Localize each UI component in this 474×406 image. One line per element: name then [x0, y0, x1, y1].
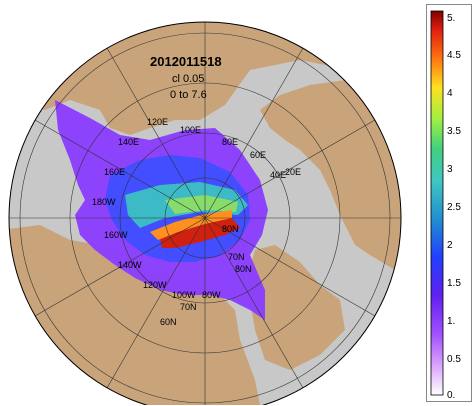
- colorbar-tick-1-5: 1.5: [447, 278, 461, 289]
- graticule: [9, 22, 401, 405]
- colorbar-gradient: [430, 10, 444, 396]
- lon-label-120e: 120E: [147, 117, 168, 127]
- lat-label-80n-2: 80N: [235, 264, 252, 274]
- colorbar-tick-5: 5.: [447, 13, 455, 24]
- lon-label-100e: 100E: [180, 125, 201, 135]
- ice-thick-red: [160, 218, 240, 248]
- lon-label-140w: 140W: [118, 260, 142, 270]
- lat-label-70n-2: 70N: [228, 252, 245, 262]
- lon-label-180w: 180W: [92, 197, 116, 207]
- map-title: 2012011518: [150, 54, 222, 69]
- colorbar-tick-4: 4: [447, 88, 453, 99]
- lat-label-60n: 60N: [160, 317, 177, 327]
- lon-label-80e: 80E: [222, 137, 238, 147]
- colorbar-legend: 5. 4.5 4 3.5 3 2.5 2 1.5 1. 0.5 0.: [426, 4, 472, 402]
- lon-label-160e: 160E: [104, 167, 125, 177]
- lat-label-80n: 80N: [222, 224, 239, 234]
- lon-label-20e: 20E: [285, 167, 301, 177]
- lon-label-80w: 80W: [202, 290, 221, 300]
- colorbar-tick-3: 3: [447, 164, 453, 175]
- polar-map-svg: 2012011518 cl 0.05 0 to 7.6 120E 100E 14…: [8, 21, 402, 405]
- colorbar-tick-0: 0.: [447, 390, 455, 401]
- colorbar-tick-3-5: 3.5: [447, 126, 461, 137]
- colorbar-tick-2: 2: [447, 240, 453, 251]
- colorbar-tick-0-5: 0.5: [447, 354, 461, 365]
- map-border: [8, 21, 402, 405]
- colorbar-tick-2-5: 2.5: [447, 202, 461, 213]
- lon-label-100w: 100W: [172, 290, 196, 300]
- colorbar-svg: 5. 4.5 4 3.5 3 2.5 2 1.5 1. 0.5 0.: [430, 10, 461, 401]
- lon-label-120w: 120W: [143, 280, 167, 290]
- colorbar-tick-1: 1.: [447, 316, 455, 327]
- lat-label-70n: 70N: [180, 302, 197, 312]
- ice-thick-orange: [150, 210, 232, 240]
- contour-interval-label: cl 0.05: [172, 73, 204, 85]
- land-greenland: [248, 245, 345, 370]
- sea-ice-thickness-map: 2012011518 cl 0.05 0 to 7.6 120E 100E 14…: [8, 21, 402, 405]
- colorbar-tick-4-5: 4.5: [447, 50, 461, 61]
- lon-label-60e: 60E: [250, 150, 266, 160]
- lon-label-40e: 40E: [270, 170, 286, 180]
- lon-label-160w: 160W: [104, 230, 128, 240]
- value-range-label: 0 to 7.6: [170, 89, 207, 101]
- lon-label-140e: 140E: [118, 137, 139, 147]
